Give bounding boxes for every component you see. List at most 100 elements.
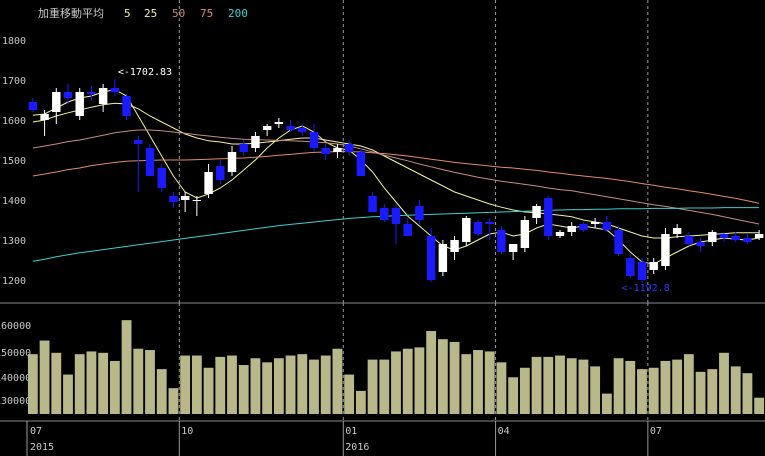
- candle: [251, 132, 260, 152]
- volume-bar: [695, 371, 706, 414]
- candle: [262, 124, 272, 136]
- candle-body: [602, 222, 612, 230]
- volume-bar: [285, 355, 296, 414]
- candle-body: [754, 234, 764, 238]
- candle: [426, 228, 436, 282]
- price-y-tick-label: 1800: [2, 36, 26, 47]
- candle-body: [743, 238, 752, 242]
- price-y-tick-label: 1600: [2, 116, 26, 127]
- candle: [134, 136, 143, 192]
- candle-body: [649, 262, 658, 270]
- candle-body: [52, 92, 61, 112]
- candle-body: [216, 166, 225, 180]
- volume-bar: [461, 354, 472, 414]
- candle-body: [626, 258, 635, 276]
- legend: 加重移動平均 5 25 50 75 200: [38, 6, 248, 20]
- candle: [28, 98, 38, 112]
- volume-bar: [320, 355, 331, 414]
- candle-body: [298, 128, 307, 132]
- candle: [40, 110, 49, 136]
- candle-body: [426, 236, 436, 280]
- candle-body: [122, 96, 131, 116]
- candle-body: [532, 206, 541, 218]
- candle-body: [579, 224, 588, 230]
- candle-body: [661, 234, 670, 266]
- price-y-tick-label: 1500: [2, 156, 26, 167]
- candle-body: [227, 152, 237, 172]
- date-axis-month-label: 07: [30, 426, 42, 437]
- candle-body: [544, 198, 553, 236]
- candle-body: [75, 92, 84, 116]
- volume-bar: [707, 369, 718, 414]
- candle: [98, 84, 108, 112]
- candle: [661, 228, 670, 270]
- candle-body: [321, 148, 330, 154]
- candle: [743, 234, 752, 244]
- candle: [356, 148, 366, 176]
- candle-body: [391, 208, 401, 224]
- candle-body: [637, 262, 647, 280]
- volume-bar: [519, 367, 530, 414]
- candle-body: [344, 144, 354, 152]
- candle: [719, 232, 729, 242]
- price-y-tick-label: 1300: [2, 236, 26, 247]
- volume-bar: [63, 374, 73, 414]
- volume-bar: [508, 377, 519, 414]
- candle: [684, 232, 694, 246]
- candle-body: [450, 240, 459, 252]
- volume-bar: [168, 388, 179, 414]
- candle: [309, 124, 319, 152]
- candle-body: [134, 140, 143, 144]
- candle-body: [731, 236, 740, 240]
- volume-bar: [437, 339, 448, 414]
- volume-bar: [133, 348, 144, 414]
- volume-bar: [238, 365, 249, 414]
- candle-body: [497, 230, 506, 252]
- candle-body: [157, 168, 166, 188]
- price-extreme-label: <-1192.8: [622, 283, 670, 294]
- candle: [497, 226, 506, 254]
- candle-body: [438, 244, 448, 272]
- candle-body: [28, 102, 38, 110]
- volume-bar: [402, 348, 413, 414]
- volume-y-tick-label: 140000: [0, 373, 31, 384]
- ma-line-50: [32, 129, 760, 225]
- candle-body: [356, 152, 366, 176]
- volume-bar: [297, 354, 308, 414]
- candle: [274, 118, 284, 128]
- candle-body: [192, 200, 202, 201]
- volume-bar: [625, 360, 636, 414]
- candle: [368, 192, 377, 212]
- candle-body: [508, 244, 518, 252]
- candle-body: [309, 132, 319, 148]
- volume-bar: [754, 397, 765, 414]
- candle-body: [98, 88, 108, 104]
- candle-body: [239, 144, 248, 152]
- candle-body: [672, 228, 682, 234]
- candle: [157, 164, 166, 192]
- candle-body: [415, 206, 424, 220]
- volume-bar: [74, 354, 85, 414]
- candle: [626, 254, 635, 278]
- candle: [204, 164, 213, 198]
- candle: [216, 160, 225, 184]
- candle: [403, 218, 412, 236]
- volume-bar: [86, 351, 97, 414]
- candle-body: [473, 222, 483, 234]
- candle: [344, 140, 354, 156]
- candle: [298, 124, 307, 136]
- volume-y-tick-label: 160000: [0, 321, 31, 332]
- volume-bar: [367, 359, 378, 414]
- volume-bar: [613, 358, 624, 414]
- candle-body: [180, 196, 190, 200]
- legend-ma5: 5: [124, 7, 131, 20]
- legend-ma50: 50: [172, 7, 185, 20]
- candle: [75, 88, 84, 120]
- candle-body: [251, 136, 260, 148]
- candle-body: [696, 242, 705, 246]
- candle: [567, 222, 576, 236]
- volume-bar: [109, 360, 120, 414]
- candle: [450, 236, 459, 260]
- candle: [239, 140, 248, 156]
- volume-bar: [273, 358, 284, 414]
